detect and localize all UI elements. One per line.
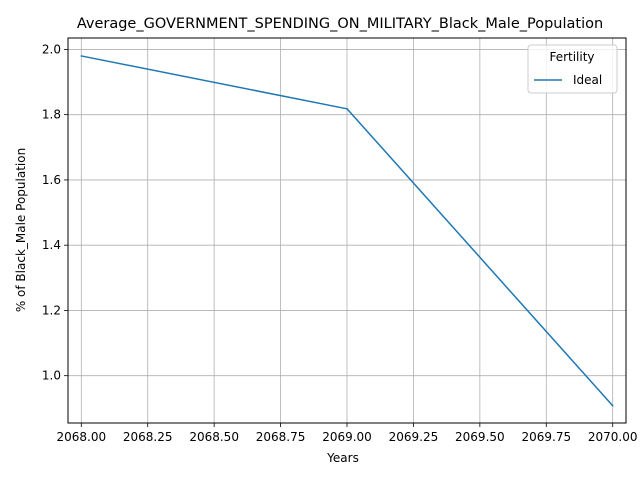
data-point — [346, 108, 348, 110]
data-point — [611, 404, 614, 407]
x-tick-label: 2068.25 — [123, 430, 173, 444]
x-tick-label: 2068.00 — [56, 430, 106, 444]
x-tick-label: 2068.50 — [189, 430, 239, 444]
data-point — [80, 55, 83, 57]
y-tick-label: 1.6 — [42, 173, 61, 187]
chart-title: Average_GOVERNMENT_SPENDING_ON_MILITARY_… — [77, 16, 603, 32]
y-axis-label: % of Black_Male Population — [14, 148, 28, 312]
y-tick-label: 1.8 — [42, 108, 61, 122]
y-tick-label: 1.2 — [42, 303, 61, 317]
legend-box — [527, 44, 618, 94]
x-tick-label: 2069.50 — [455, 430, 505, 444]
grid — [68, 38, 626, 423]
x-axis: 2068.00 2068.25 2068.50 2068.75 2069.00 2069.… — [56, 423, 638, 444]
y-axis: 1.0 1.2 1.4 1.6 1.8 2.0 — [42, 42, 68, 383]
legend-entry-label: Ideal — [573, 73, 602, 87]
x-tick-label: 2069.75 — [521, 430, 571, 444]
x-axis-label: Years — [326, 451, 359, 465]
x-tick-label: 2069.00 — [322, 430, 372, 444]
y-tick-label: 1.4 — [42, 238, 61, 252]
x-tick-label: 2068.75 — [256, 430, 306, 444]
y-tick-label: 1.0 — [42, 369, 61, 383]
y-tick-label: 2.0 — [42, 42, 61, 56]
x-tick-label: 2070.00 — [588, 430, 638, 444]
x-tick-label: 2069.25 — [389, 430, 439, 444]
series-layer — [80, 55, 614, 407]
legend-title: Fertility — [549, 50, 594, 64]
legend: Fertility Ideal — [527, 44, 618, 94]
